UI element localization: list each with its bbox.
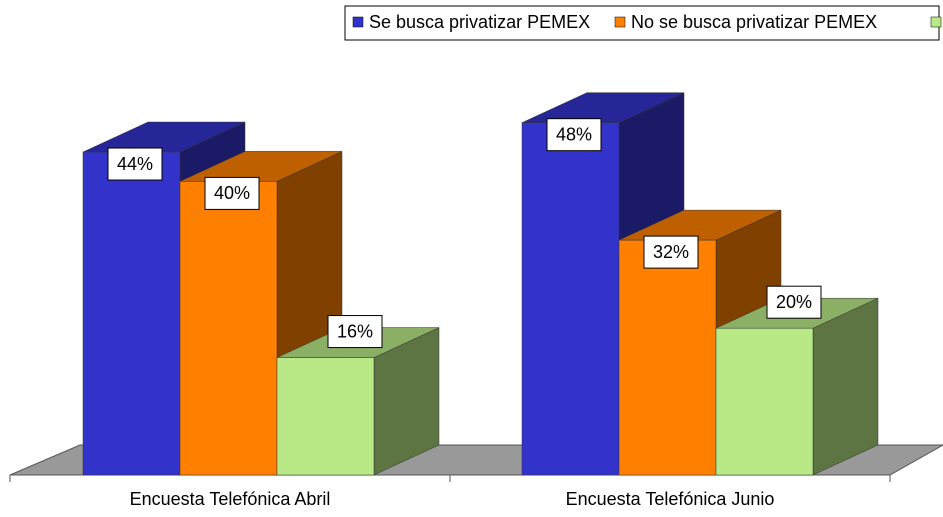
bar-side bbox=[812, 297, 879, 476]
data-label-box bbox=[643, 235, 699, 269]
legend-label: Se busca privatizar PEMEX bbox=[369, 12, 590, 32]
data-label-box bbox=[546, 118, 602, 152]
bar bbox=[179, 181, 278, 476]
data-label: 44% bbox=[117, 154, 153, 174]
bar bbox=[276, 357, 375, 476]
data-label-box bbox=[204, 176, 260, 210]
bar bbox=[618, 239, 717, 476]
legend-swatch bbox=[930, 16, 942, 28]
bar bbox=[715, 327, 814, 476]
legend bbox=[344, 5, 940, 41]
legend-label: No se busca privatizar PEMEX bbox=[631, 12, 877, 32]
data-label-box bbox=[766, 285, 822, 319]
legend-swatch bbox=[614, 16, 626, 28]
data-label: 20% bbox=[776, 292, 812, 312]
data-label: 32% bbox=[653, 242, 689, 262]
data-label: 16% bbox=[337, 321, 373, 341]
legend-swatch bbox=[352, 16, 364, 28]
bar bbox=[82, 151, 181, 476]
data-label: 40% bbox=[214, 183, 250, 203]
data-label-box bbox=[107, 147, 163, 181]
x-tick-label: Encuesta Telefónica Abril bbox=[130, 489, 331, 509]
bar bbox=[521, 122, 620, 476]
x-tick-label: Encuesta Telefónica Junio bbox=[566, 489, 775, 509]
data-label: 48% bbox=[556, 124, 592, 144]
data-label-box bbox=[327, 315, 383, 349]
